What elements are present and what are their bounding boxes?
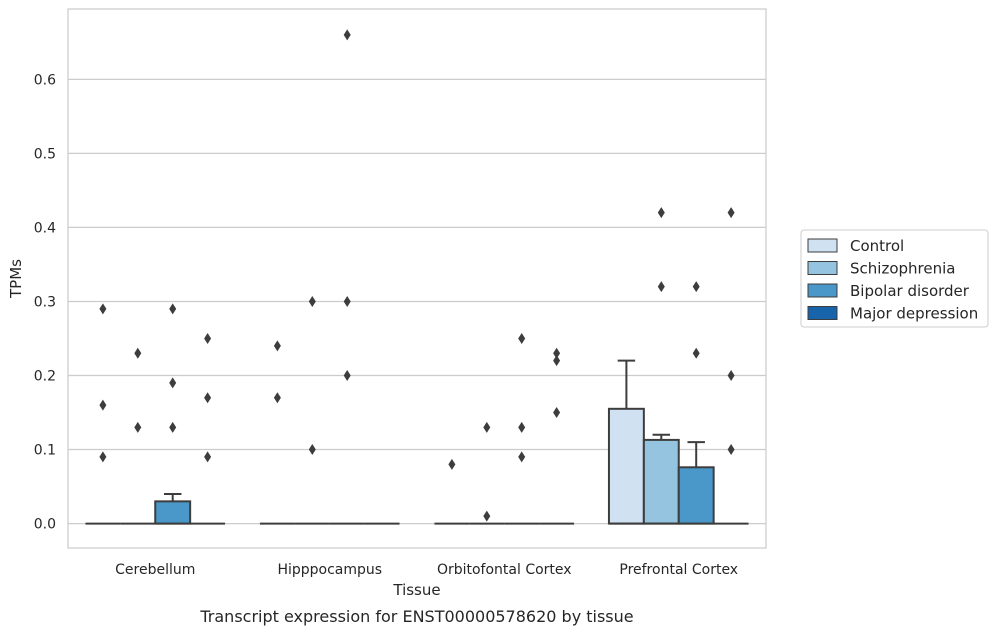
outlier-point [343,369,351,381]
x-axis-label: Tissue [392,581,440,599]
box-body [677,466,715,525]
outlier-point [204,451,212,463]
outlier-point [204,392,212,404]
y-tick-label: 0.5 [34,146,56,162]
legend-swatch [807,238,838,253]
outlier-point [99,399,107,411]
outlier-point [657,281,665,293]
y-tick-label: 0.0 [34,517,56,533]
y-tick-label: 0.3 [34,294,56,310]
box-body [642,438,680,525]
legend-label: Bipolar disorder [850,282,970,300]
box-major-depression [539,347,575,525]
x-axis-ticks: Cerebellum Hipppocampus Orbitofontal Corte… [115,562,738,578]
x-tick-label: Cerebellum [115,562,195,578]
box-plots [85,29,749,525]
outlier-point [308,295,316,307]
outlier-point [727,444,735,456]
outlier-point [657,207,665,219]
outlier-point [448,458,456,470]
outlier-point [518,451,526,463]
outlier-point [343,295,351,307]
y-tick-label: 0.4 [34,220,56,236]
outlier-point [483,421,491,433]
plot-area-frame [67,8,767,549]
outlier-point [273,340,281,352]
y-axis-label: TPMs [7,259,25,299]
legend: Control Schizophrenia Bipolar disorder Majo… [800,229,989,328]
outlier-point [204,332,212,344]
box-schizophrenia [120,347,156,525]
box-bipolar-disorder [329,29,365,525]
x-tick-label: Prefrontal Cortex [619,562,738,578]
outlier-point [727,207,735,219]
outlier-point [169,303,177,315]
x-tick-label: Orbitofontal Cortex [437,562,572,578]
outlier-point [553,347,561,359]
legend-swatch [807,306,838,320]
legend-swatch [807,283,838,298]
box-control [607,359,645,525]
outlier-point [134,421,142,433]
box-schizophrenia [469,421,505,525]
y-tick-label: 0.2 [34,368,56,384]
box-major-depression [190,332,226,525]
box-bipolar-disorder [677,281,715,525]
outlier-point [99,303,107,315]
y-tick-label: 0.6 [34,72,56,88]
outlier-point [343,29,351,41]
outlier-point [692,347,700,359]
outlier-point [553,407,561,419]
legend-swatch [807,261,838,275]
legend-frame [800,229,989,328]
outlier-point [727,369,735,381]
box-major-depression [713,207,749,525]
outlier-point [518,421,526,433]
outlier-point [99,451,107,463]
box-schizophrenia [294,295,330,525]
box-control [85,303,121,525]
legend-label: Schizophrenia [850,260,955,278]
outlier-point [169,421,177,433]
y-axis-ticks: 0.0 0.1 0.2 0.3 0.4 0.5 0.6 [34,72,56,532]
box-control [434,458,470,525]
gridlines [68,78,766,525]
box-body [607,407,645,525]
outlier-point [134,347,142,359]
box-schizophrenia [642,207,680,525]
box-bipolar-disorder [154,303,192,525]
box-body [154,500,192,525]
box-control [259,340,295,525]
outlier-point [518,332,526,344]
outlier-point [692,281,700,293]
legend-label: Control [850,237,904,255]
outlier-point [308,444,316,456]
y-tick-label: 0.1 [34,443,56,459]
outlier-point [273,392,281,404]
outlier-point [483,510,491,522]
chart-caption: Transcript expression for ENST0000057862… [199,607,633,626]
outlier-point [169,377,177,389]
outlier-point [553,355,561,367]
box-bipolar-disorder [504,332,540,525]
legend-label: Major depression [850,305,978,323]
x-tick-label: Hipppocampus [277,562,382,578]
